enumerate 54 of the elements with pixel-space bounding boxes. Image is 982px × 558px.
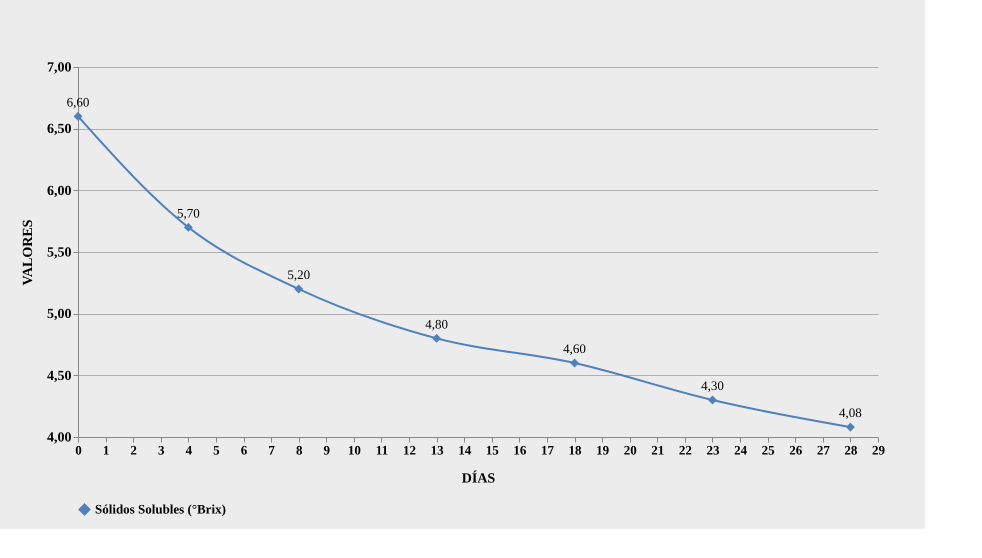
y-tick-label: 6,00 xyxy=(47,184,72,199)
data-label: 6,60 xyxy=(66,94,90,110)
y-tick-label: 5,50 xyxy=(47,246,72,260)
x-tick-label: 21 xyxy=(651,442,664,458)
y-axis-title: VALORES xyxy=(21,219,36,286)
point xyxy=(570,358,580,368)
x-tick-label: 15 xyxy=(486,442,500,458)
y-tick-label: 4,50 xyxy=(47,368,72,384)
point xyxy=(708,396,717,404)
point xyxy=(432,334,442,343)
x-tick-label: 5 xyxy=(213,442,220,458)
point xyxy=(846,422,855,432)
data-label: 5,70 xyxy=(176,205,200,220)
data-label: 4,80 xyxy=(425,316,448,332)
x-tick-label: 8 xyxy=(296,442,303,458)
x-tick-label: 23 xyxy=(706,442,720,458)
data-label: 4,08 xyxy=(839,405,862,420)
x-tick-label: 26 xyxy=(789,442,803,458)
x-tick-label: 4 xyxy=(186,442,193,458)
x-tick-label: 20 xyxy=(624,442,637,458)
x-tick-label: 11 xyxy=(376,442,388,458)
y-tick-label: 4,00 xyxy=(47,430,72,446)
x-tick-label: 28 xyxy=(844,442,858,458)
x-tick-label: 14 xyxy=(458,442,472,458)
x-tick-label: 9 xyxy=(324,442,331,458)
x-tick-label: 7 xyxy=(268,442,276,458)
x-tick-label: 10 xyxy=(348,442,361,458)
x-tick-label: 25 xyxy=(762,442,776,458)
x-tick-label: 16 xyxy=(513,442,527,458)
x-tick-label: 27 xyxy=(816,442,830,458)
x-tick-label: 12 xyxy=(403,442,416,458)
y-tick-label: 6,50 xyxy=(47,122,72,138)
x-tick-label: 18 xyxy=(568,442,582,458)
x-tick-label: 13 xyxy=(430,442,444,458)
point xyxy=(74,112,82,121)
point xyxy=(294,284,304,294)
y-tick-label: 5,00 xyxy=(47,307,72,322)
point xyxy=(184,222,193,232)
x-tick-label: 3 xyxy=(158,442,166,458)
data-label: 5,20 xyxy=(287,267,310,282)
x-tick-label: 22 xyxy=(678,442,692,458)
legend-label: Sólidos Solubles (°Brix) xyxy=(95,502,226,516)
x-tick-label: 24 xyxy=(734,442,748,458)
x-tick-label: 29 xyxy=(872,442,886,458)
x-tick-label: 6 xyxy=(240,442,248,458)
x-tick-label: 19 xyxy=(596,442,610,458)
x-tick-label: 1 xyxy=(102,442,110,458)
x-tick-label: 17 xyxy=(540,442,554,458)
x-tick-label: 0 xyxy=(75,442,82,458)
data-label: 4,30 xyxy=(701,378,724,393)
x-axis-title: DÍAS xyxy=(462,470,496,486)
x-tick-label: 2 xyxy=(130,442,137,458)
y-tick-label: 7,00 xyxy=(47,60,72,76)
data-label: 4,60 xyxy=(563,341,586,356)
